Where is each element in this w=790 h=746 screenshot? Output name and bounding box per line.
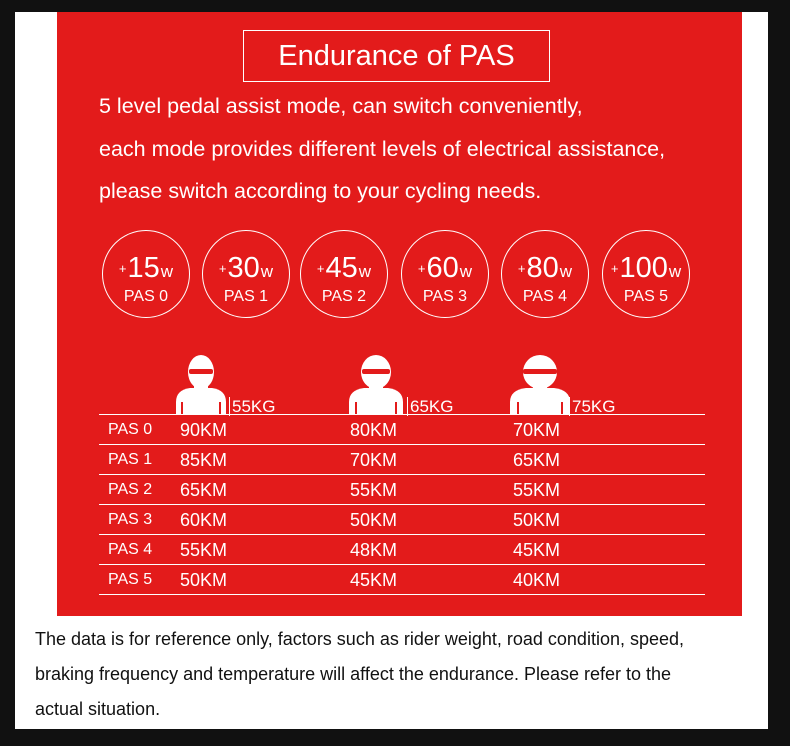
- rider-icon-75kg: [510, 355, 570, 414]
- range-55kg: 55KM: [180, 540, 228, 560]
- mode-circle-pas4: +80w PAS 4: [501, 230, 589, 318]
- row-level: PAS 3: [108, 511, 153, 528]
- right-frame: [768, 0, 790, 746]
- intro-line-1: 5 level pedal assist mode, can switch co…: [99, 94, 583, 118]
- watt-value: 45: [325, 252, 358, 284]
- disclaimer-line-2: braking frequency and temperature will a…: [35, 664, 672, 684]
- mode-level-label: PAS 0: [123, 288, 169, 305]
- range-65kg: 70KM: [350, 450, 398, 470]
- watt-unit: w: [459, 262, 473, 281]
- watt-value: 100: [619, 252, 668, 284]
- range-75kg: 40KM: [513, 570, 561, 590]
- watt-unit: w: [668, 262, 682, 281]
- rider-icon-65kg: [349, 355, 403, 414]
- range-65kg: 48KM: [350, 540, 398, 560]
- row-level: PAS 5: [108, 571, 153, 588]
- disclaimer-line-1: The data is for reference only, factors …: [35, 629, 685, 649]
- mode-circle-pas2: +45w PAS 2: [300, 230, 388, 318]
- range-75kg: 55KM: [513, 480, 561, 500]
- table-divider: [99, 534, 705, 536]
- table-row: PAS 3 60KM 50KM 50KM: [99, 504, 705, 534]
- mode-level-label: PAS 1: [223, 288, 269, 305]
- table-divider: [99, 504, 705, 506]
- mode-level-label: PAS 5: [623, 288, 669, 305]
- row-level: PAS 4: [108, 541, 153, 558]
- table-row: PAS 5 50KM 45KM 40KM: [99, 564, 705, 594]
- bottom-frame: [0, 729, 790, 746]
- range-65kg: 55KM: [350, 480, 398, 500]
- range-55kg: 85KM: [180, 450, 228, 470]
- table-divider: [99, 564, 705, 566]
- plus-sign: +: [417, 261, 426, 277]
- disclaimer-line-3: actual situation.: [35, 699, 161, 719]
- mode-level-label: PAS 4: [522, 288, 568, 305]
- weight-label-75kg: 75KG: [569, 397, 615, 416]
- watt-value: 30: [227, 252, 260, 284]
- watt-value: 60: [426, 252, 459, 284]
- watt-unit: w: [160, 262, 174, 281]
- plus-sign: +: [610, 261, 619, 277]
- plus-sign: +: [118, 261, 127, 277]
- plus-sign: +: [316, 261, 325, 277]
- row-level: PAS 0: [108, 421, 153, 438]
- range-55kg: 90KM: [180, 420, 228, 440]
- table-row: PAS 4 55KM 48KM 45KM: [99, 534, 705, 564]
- left-frame: [0, 0, 15, 746]
- range-55kg: 60KM: [180, 510, 228, 530]
- watt-unit: w: [358, 262, 372, 281]
- row-level: PAS 2: [108, 481, 153, 498]
- top-frame: [0, 0, 790, 12]
- intro-line-3: please switch according to your cycling …: [99, 179, 542, 203]
- mode-circle-pas1: +30w PAS 1: [202, 230, 290, 318]
- weight-label-65kg: 65KG: [407, 397, 453, 416]
- intro-line-2: each mode provides different levels of e…: [99, 137, 666, 161]
- mode-circle-pas0: +15w PAS 0: [102, 230, 190, 318]
- watt-unit: w: [559, 262, 573, 281]
- rider-icon-55kg: [176, 355, 226, 414]
- plus-sign: +: [218, 261, 227, 277]
- table-divider: [99, 594, 705, 596]
- mode-circle-pas5: +100w PAS 5: [602, 230, 690, 318]
- page-title: Endurance of PAS: [278, 39, 515, 72]
- range-75kg: 70KM: [513, 420, 561, 440]
- table-row: PAS 2 65KM 55KM 55KM: [99, 474, 705, 504]
- range-75kg: 65KM: [513, 450, 561, 470]
- table-divider: [99, 414, 705, 416]
- mode-level-label: PAS 2: [321, 288, 367, 305]
- table-divider: [99, 474, 705, 476]
- weight-label-55kg: 55KG: [229, 397, 275, 416]
- table-divider: [99, 444, 705, 446]
- mode-level-label: PAS 3: [422, 288, 468, 305]
- mode-circle-pas3: +60w PAS 3: [401, 230, 489, 318]
- range-65kg: 80KM: [350, 420, 398, 440]
- table-row: PAS 0 90KM 80KM 70KM: [99, 414, 705, 444]
- title-box: Endurance of PAS: [243, 30, 550, 82]
- range-65kg: 45KM: [350, 570, 398, 590]
- watt-value: 15: [127, 252, 160, 284]
- watt-value: 80: [526, 252, 559, 284]
- range-65kg: 50KM: [350, 510, 398, 530]
- range-55kg: 50KM: [180, 570, 228, 590]
- range-75kg: 50KM: [513, 510, 561, 530]
- range-55kg: 65KM: [180, 480, 228, 500]
- row-level: PAS 1: [108, 451, 153, 468]
- range-75kg: 45KM: [513, 540, 561, 560]
- table-row: PAS 1 85KM 70KM 65KM: [99, 444, 705, 474]
- plus-sign: +: [517, 261, 526, 277]
- watt-unit: w: [260, 262, 274, 281]
